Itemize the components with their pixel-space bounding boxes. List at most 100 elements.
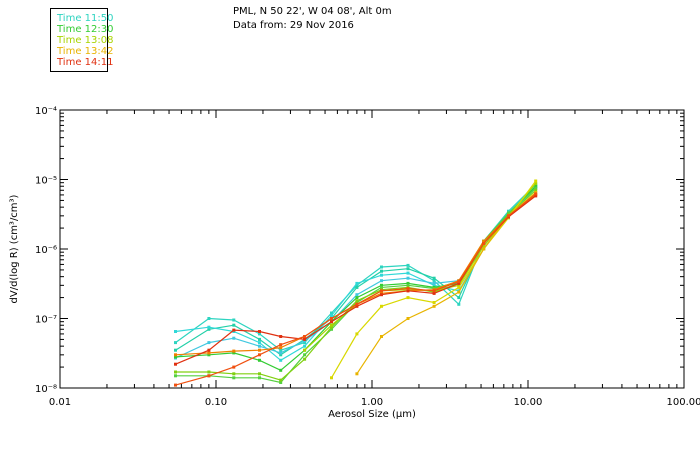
- x-tick-label: 100.00: [667, 397, 700, 408]
- data-point: [380, 289, 383, 293]
- data-point: [406, 287, 410, 290]
- y-tick-label: 10⁻⁷: [35, 315, 57, 326]
- data-point: [432, 304, 436, 308]
- data-point: [258, 330, 261, 333]
- x-tick-label: 10.00: [514, 397, 543, 408]
- data-point: [355, 281, 359, 285]
- data-point: [330, 325, 333, 329]
- data-point: [406, 296, 410, 300]
- data-point: [174, 362, 177, 366]
- data-point: [432, 279, 436, 283]
- series-line: [356, 192, 537, 375]
- data-point: [232, 323, 236, 327]
- data-point: [432, 291, 436, 295]
- y-tick-label: 10⁻⁶: [35, 245, 57, 256]
- data-point: [258, 358, 261, 362]
- location-label: PML, N 50 22', W 04 08', Alt 0m: [233, 6, 392, 17]
- data-point: [406, 281, 410, 285]
- data-point: [482, 247, 486, 251]
- legend: Time 11:50 Time 12:30 Time 13:08 Time 13…: [50, 8, 113, 72]
- legend-item-2: Time 12:30: [57, 24, 114, 35]
- data-point: [279, 346, 283, 350]
- data-point: [406, 317, 410, 320]
- data-point: [174, 355, 177, 359]
- series-5: [174, 184, 538, 372]
- series-13: [174, 192, 538, 387]
- data-point: [232, 349, 236, 353]
- data-point: [534, 181, 538, 185]
- data-point: [355, 296, 359, 300]
- data-point: [406, 263, 410, 267]
- series-line: [175, 186, 537, 359]
- data-point: [258, 376, 261, 380]
- data-point: [355, 299, 359, 303]
- data-point: [406, 267, 410, 271]
- data-point: [232, 365, 236, 369]
- data-point: [207, 370, 211, 374]
- data-point: [207, 374, 211, 378]
- data-point: [482, 242, 486, 245]
- legend-item-5: Time 14:11: [57, 57, 114, 68]
- data-point: [330, 327, 333, 331]
- data-point: [457, 283, 461, 287]
- y-axis-label: dV/d(log R) (cm³/cm³): [9, 194, 20, 303]
- data-point: [330, 311, 333, 315]
- plot-frame: [59, 109, 685, 389]
- data-point: [174, 383, 177, 387]
- data-point: [174, 370, 177, 374]
- data-point: [303, 348, 307, 352]
- data-point: [507, 214, 510, 218]
- series-line: [175, 185, 537, 372]
- data-point: [174, 348, 177, 352]
- data-point: [355, 372, 359, 376]
- legend-item-1: Time 11:50: [57, 13, 114, 24]
- data-point: [232, 351, 236, 355]
- data-point: [482, 244, 486, 248]
- data-point: [258, 332, 261, 336]
- data-point: [380, 279, 383, 283]
- y-tick-label: 10⁻⁵: [35, 176, 57, 187]
- y-tick-label: 10⁻⁸: [35, 384, 57, 395]
- data-point: [380, 273, 383, 277]
- x-tick-label: 0.10: [205, 397, 227, 408]
- data-point: [457, 296, 461, 300]
- data-point: [207, 351, 211, 355]
- data-point: [432, 289, 436, 293]
- data-point: [482, 239, 486, 243]
- data-point: [534, 192, 538, 196]
- data-point: [258, 348, 261, 352]
- axis-ticks: 0.01 0.10 1.00 10.00 100.00 10⁻⁸ 10⁻⁷ 10⁻⁶ 10⁻⁵ 1…: [35, 106, 700, 408]
- data-point: [406, 283, 410, 287]
- data-point: [457, 280, 461, 284]
- data-point: [232, 328, 236, 332]
- data-point: [380, 269, 383, 273]
- data-point: [232, 336, 236, 340]
- data-point: [279, 358, 283, 362]
- data-point: [534, 186, 538, 190]
- series-line: [304, 183, 537, 351]
- data-point: [174, 330, 177, 333]
- data-point: [207, 327, 211, 331]
- data-point: [355, 302, 359, 306]
- data-point: [406, 289, 410, 293]
- data-point: [303, 337, 307, 341]
- data-point: [432, 276, 436, 280]
- legend-item-3: Time 13:08: [57, 35, 114, 46]
- data-point: [507, 209, 510, 213]
- data-point: [258, 341, 261, 345]
- series-11: [174, 193, 538, 357]
- data-point: [174, 353, 177, 357]
- data-point: [457, 302, 461, 306]
- data-point: [457, 290, 461, 294]
- data-point: [432, 301, 436, 304]
- date-label: Data from: 29 Nov 2016: [233, 20, 354, 31]
- data-point: [174, 341, 177, 345]
- data-point: [534, 184, 538, 188]
- data-point: [380, 265, 383, 269]
- data-point: [380, 283, 383, 287]
- data-point: [258, 353, 261, 357]
- x-tick-label: 0.01: [49, 397, 71, 408]
- data-point: [279, 335, 283, 338]
- data-point: [258, 337, 261, 341]
- data-point: [355, 301, 359, 304]
